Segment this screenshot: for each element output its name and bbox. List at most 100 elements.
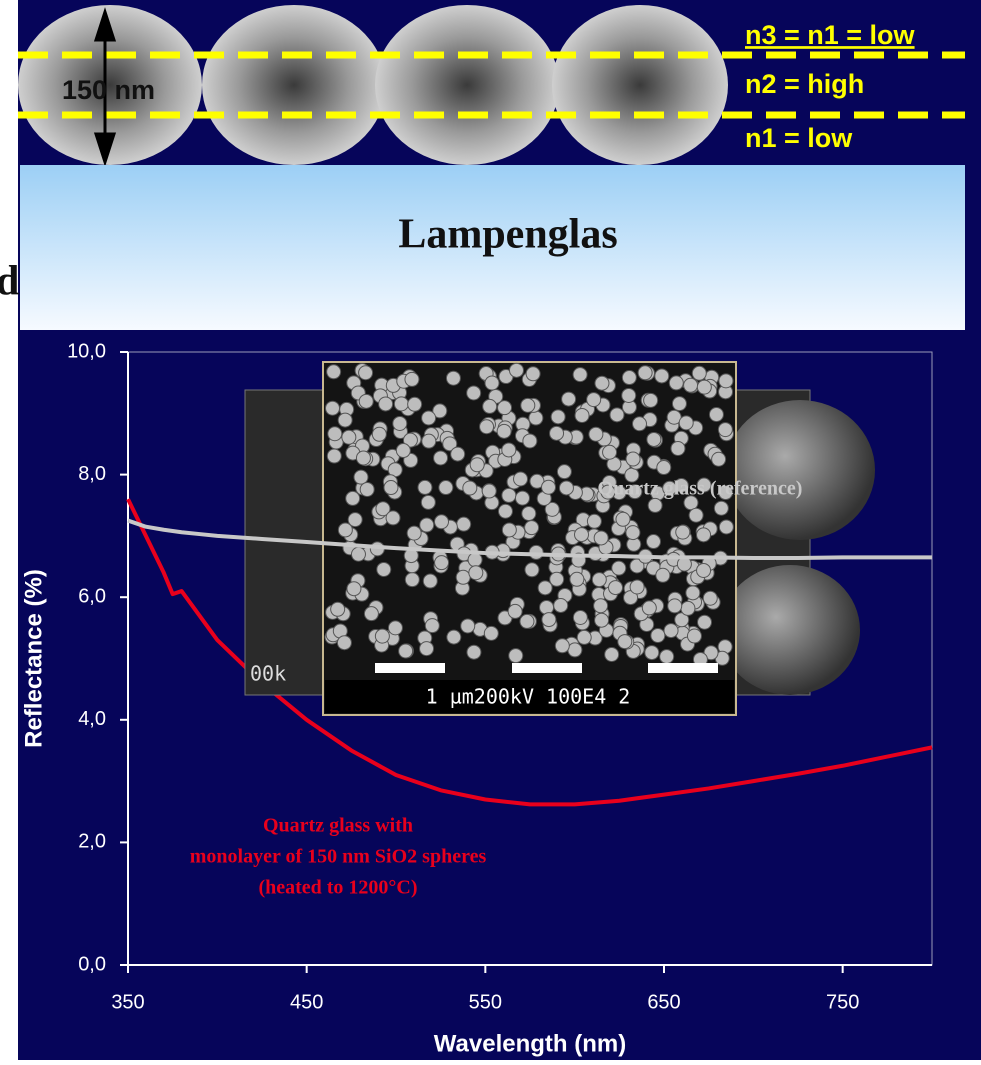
- sphere-particle: [671, 396, 687, 412]
- sphere-particle: [703, 645, 719, 661]
- sphere-particle: [604, 646, 620, 662]
- sphere-particle: [625, 451, 641, 467]
- sphere-particle: [556, 464, 572, 480]
- sphere-particle: [375, 501, 391, 517]
- sphere-particle: [355, 450, 371, 466]
- sphere-particle: [392, 415, 408, 431]
- sphere-particle: [572, 609, 588, 625]
- sphere-particle: [632, 416, 648, 432]
- sphere-particle: [479, 419, 495, 435]
- sphere-particle: [466, 644, 482, 660]
- sphere-particle: [519, 613, 535, 629]
- sphere-particle: [424, 618, 440, 634]
- sphere-particle: [662, 480, 678, 496]
- y-axis-label: Reflectance (%): [20, 569, 47, 748]
- sphere-particle: [326, 364, 342, 380]
- sphere-particle: [501, 442, 517, 458]
- sphere-particle: [484, 375, 500, 391]
- sphere-particle: [433, 450, 449, 466]
- sphere-particle: [347, 512, 363, 528]
- sphere-particle: [469, 457, 485, 473]
- spheres: [18, 5, 728, 165]
- substrate: [20, 165, 965, 330]
- sphere-particle: [691, 365, 707, 381]
- sphere-particle: [549, 571, 565, 587]
- sphere-particle: [524, 520, 540, 536]
- sphere-particle: [602, 444, 618, 460]
- sphere-particle: [686, 628, 702, 644]
- sphere-particle: [336, 635, 352, 651]
- sphere-particle: [501, 487, 517, 503]
- sphere-particle: [663, 623, 679, 639]
- sphere-particle: [496, 423, 512, 439]
- sphere-particle: [678, 415, 694, 431]
- sphere-particle: [398, 643, 414, 659]
- sphere-particle: [550, 409, 566, 425]
- sphere-particle: [655, 567, 671, 583]
- sphere-particle: [718, 485, 734, 501]
- sphere-particle: [524, 562, 540, 578]
- sphere-particle: [541, 479, 557, 495]
- sphere-particle: [513, 471, 529, 487]
- sphere-particle: [593, 598, 609, 614]
- sphere-particle: [539, 599, 555, 615]
- sphere-particle: [327, 426, 343, 442]
- annotation: (heated to 1200°C): [258, 877, 417, 899]
- sphere-particle: [641, 600, 657, 616]
- sphere-particle: [521, 506, 537, 521]
- sphere-particle: [371, 426, 387, 442]
- sphere-particle: [646, 534, 662, 550]
- sphere-particle: [683, 377, 699, 393]
- sphere-particle: [591, 572, 607, 588]
- sphere-particle: [617, 634, 633, 650]
- sphere-particle: [586, 513, 602, 529]
- sphere-particle: [483, 625, 499, 641]
- sphere-particle: [718, 373, 734, 389]
- sphere-particle: [528, 410, 544, 426]
- y-tick-label: 6,0: [78, 585, 106, 607]
- sphere-particle: [402, 432, 418, 448]
- y-tick-label: 0,0: [78, 953, 106, 975]
- x-tick-label: 550: [469, 991, 502, 1013]
- sphere-particle: [627, 484, 643, 500]
- sphere-particle: [569, 571, 585, 587]
- sphere-particle: [696, 379, 712, 395]
- sphere-particle: [541, 612, 557, 628]
- sphere-particle: [717, 422, 733, 438]
- sphere-particle: [345, 490, 361, 506]
- sphere-particle: [341, 429, 357, 445]
- data-line: [127, 518, 932, 560]
- sphere-particle: [378, 396, 394, 412]
- sphere-particle: [572, 367, 588, 383]
- sphere-particle: [508, 362, 524, 378]
- size-label: 150 nm: [62, 75, 155, 105]
- sphere-particle: [683, 495, 699, 511]
- sphere-particle: [337, 522, 353, 538]
- sphere-particle: [553, 597, 569, 613]
- sphere-particle: [421, 433, 437, 449]
- plot: 0,0 2,0 4,0 6,0 8,0 10,0 350 450 550 650 750 Wavele…: [20, 340, 933, 1057]
- x-tick-label: 650: [647, 991, 680, 1013]
- sphere-particle: [549, 425, 565, 441]
- sphere-particle: [497, 503, 513, 519]
- sphere-particle: [637, 365, 653, 381]
- sphere-particle: [600, 484, 616, 500]
- sphere-particle: [383, 480, 399, 496]
- sphere-particle: [574, 527, 590, 543]
- sphere-particle: [455, 569, 471, 585]
- sphere-particle: [442, 436, 458, 452]
- sphere-particle: [359, 481, 375, 497]
- sphere-particle: [446, 629, 462, 645]
- sphere-particle: [644, 645, 660, 661]
- sphere-particle: [404, 572, 420, 588]
- x-axis-label: Wavelength (nm): [434, 1030, 626, 1057]
- data-line: [126, 498, 933, 807]
- sphere-particle: [385, 510, 401, 526]
- sphere-particle: [685, 585, 701, 601]
- sphere-particle: [497, 400, 513, 416]
- sphere-particle: [659, 649, 675, 665]
- sphere-particle: [621, 387, 637, 403]
- y-tick-label: 4,0: [78, 708, 106, 730]
- sphere-particle: [358, 365, 374, 381]
